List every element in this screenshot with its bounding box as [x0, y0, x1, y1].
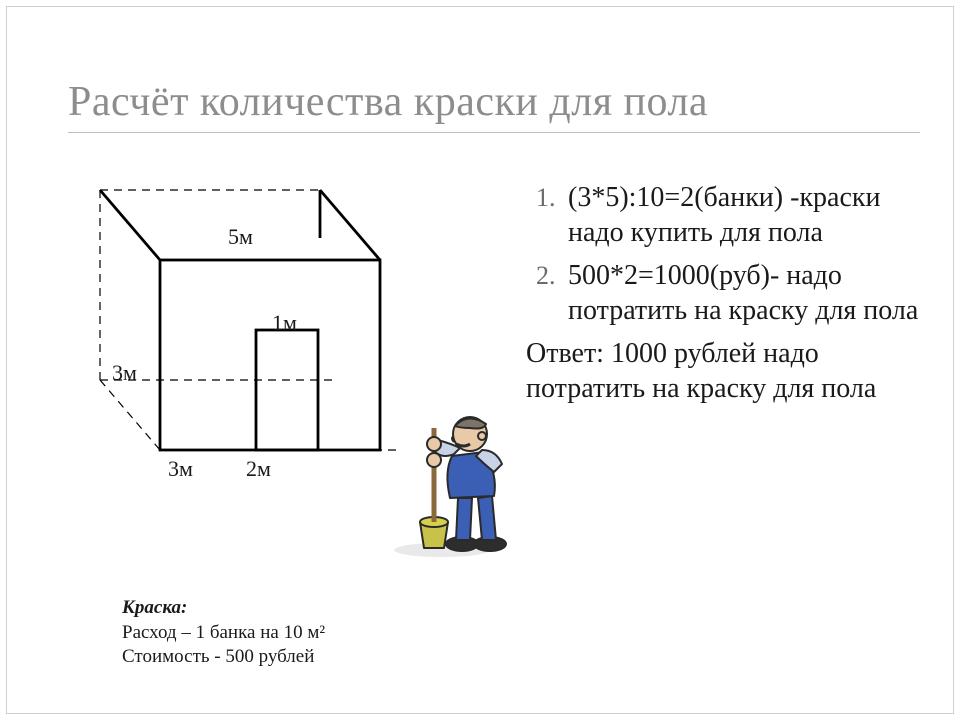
diagram-stage: 5м 1м 3м 3м 2м [60, 180, 510, 580]
paint-line2: Стоимость - 500 рублей [122, 645, 325, 670]
label-door-width: 1м [272, 310, 297, 336]
paint-info-block: Краска: Расход – 1 банка на 10 м² Стоимо… [122, 596, 325, 670]
label-front-left: 3м [168, 456, 193, 482]
answer-text: Ответ: 1000 рублей надо потратить на кра… [526, 336, 926, 406]
paint-header: Краска: [122, 596, 325, 621]
label-left-height: 3м [112, 360, 137, 386]
door [256, 330, 318, 450]
front-face [160, 260, 380, 450]
oblique-bottom-left [100, 380, 160, 450]
painter-icon [356, 394, 526, 564]
calculation-steps: (3*5):10=2(банки) -краски надо купить дл… [526, 180, 926, 406]
paint-line1: Расход – 1 банка на 10 м² [122, 621, 325, 646]
steps-list: (3*5):10=2(банки) -краски надо купить дл… [526, 180, 926, 328]
step-1: (3*5):10=2(банки) -краски надо купить дл… [562, 180, 926, 250]
page-title: Расчёт количества краски для пола [68, 78, 920, 133]
label-depth: 5м [228, 224, 253, 250]
label-front-gap: 2м [246, 456, 271, 482]
title-underline [68, 132, 920, 133]
step-2: 500*2=1000(руб)- надо потратить на краск… [562, 258, 926, 328]
oblique-top-left [100, 190, 160, 260]
title-text: Расчёт количества краски для пола [68, 79, 708, 125]
oblique-top-right [320, 190, 380, 260]
